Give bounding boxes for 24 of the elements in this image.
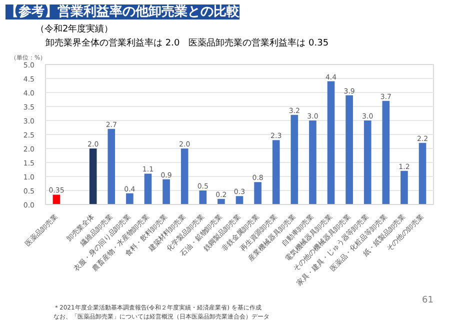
bar: [309, 120, 316, 204]
bar: [108, 128, 116, 204]
bar: [418, 142, 426, 204]
bar: [236, 196, 244, 204]
bar: [272, 140, 280, 204]
bar: [199, 190, 207, 204]
chart-subtitle: （令和2年度実績）: [36, 24, 114, 34]
bar: [144, 174, 152, 204]
bar: [346, 95, 353, 204]
bar: [126, 193, 134, 204]
bar: [364, 120, 372, 204]
bar: [400, 170, 408, 204]
bar: [218, 198, 225, 204]
bar: [52, 194, 60, 204]
bar: [180, 148, 188, 204]
text: 61: [422, 296, 434, 306]
bar: [290, 114, 298, 204]
bar: [254, 182, 262, 204]
bar: [162, 179, 170, 204]
bar: [89, 148, 97, 204]
text: 卸売業界全体の営業利益率は 2.0 医薬品卸売業の営業利益率は 0.35: [46, 38, 329, 48]
bar: [382, 100, 390, 204]
bar: [327, 81, 335, 204]
chart-title: 【参考】営業利益率の他卸売業との比較: [6, 4, 240, 20]
